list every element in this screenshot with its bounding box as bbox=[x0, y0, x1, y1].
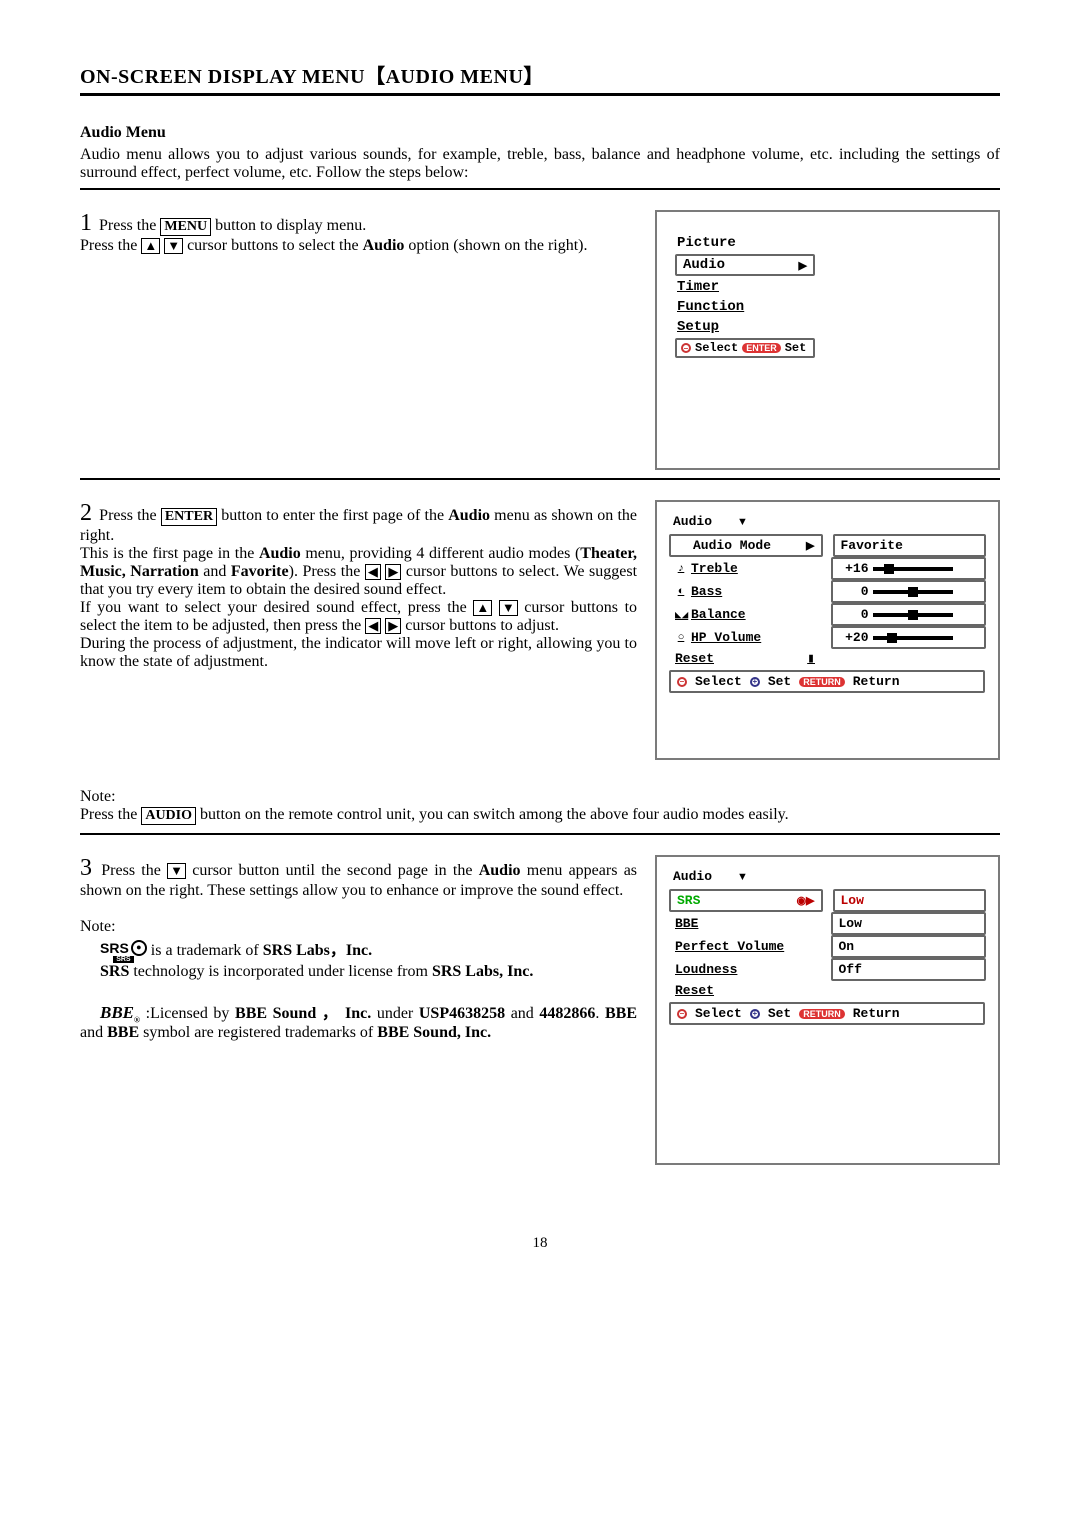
setting-item[interactable]: SRS◉▶ bbox=[669, 889, 823, 912]
menu-item-picture[interactable]: Picture bbox=[675, 234, 815, 252]
audio-mode-value: Favorite bbox=[833, 534, 987, 557]
setting-value: Low bbox=[833, 889, 987, 912]
page-title: ON-SCREEN DISPLAY MENU【AUDIO MENU】 bbox=[80, 60, 1000, 96]
setting-value: On bbox=[831, 935, 987, 958]
setting-item[interactable]: Loudness bbox=[669, 958, 821, 981]
menu-button-label: MENU bbox=[160, 218, 211, 236]
setting-value: Off bbox=[831, 958, 987, 981]
section-intro: Audio menu allows you to adjust various … bbox=[80, 146, 1000, 182]
divider bbox=[80, 478, 1000, 480]
down-arrow-icon: ▼ bbox=[499, 600, 518, 616]
slider-value[interactable]: +20 bbox=[831, 626, 987, 649]
menu-hint: –Select ENTERSet bbox=[675, 338, 815, 358]
up-arrow-icon: ▲ bbox=[141, 238, 160, 254]
menu-item-audio[interactable]: Audio▶ bbox=[675, 254, 815, 276]
step3-text: 3 Press the ▼ cursor button until the se… bbox=[80, 855, 637, 1165]
right-arrow-icon: ▶ bbox=[385, 618, 401, 634]
audio-mode-item[interactable]: Audio Mode▶ bbox=[669, 534, 823, 557]
slider-item[interactable]: ◐Bass bbox=[669, 580, 821, 603]
slider-value[interactable]: 0 bbox=[831, 580, 987, 603]
slider-value[interactable]: 0 bbox=[831, 603, 987, 626]
slider-item[interactable]: ○HP Volume bbox=[669, 626, 821, 649]
bbe-logo-icon: BBE® bbox=[100, 1003, 140, 1022]
note-step2: Note: Press the AUDIO button on the remo… bbox=[80, 788, 1000, 825]
divider bbox=[80, 833, 1000, 835]
setting-item[interactable]: Perfect Volume bbox=[669, 935, 821, 958]
audio-menu-title: Audio▼ bbox=[669, 514, 986, 532]
slider-item[interactable]: ♪Treble bbox=[669, 557, 821, 580]
step1-num: 1 bbox=[80, 210, 92, 236]
osd-audio-page2: Audio▼ SRS◉▶ Low BBE Low Perfect Volume … bbox=[655, 855, 1000, 1165]
section-heading: Audio Menu bbox=[80, 124, 1000, 142]
left-arrow-icon: ◀ bbox=[365, 564, 381, 580]
menu-hint: –Select +Set RETURNReturn bbox=[669, 1002, 985, 1025]
step3-num: 3 bbox=[80, 855, 92, 881]
step1-text: 1 Press the MENU button to display menu.… bbox=[80, 210, 637, 470]
left-arrow-icon: ◀ bbox=[365, 618, 381, 634]
setting-value: Low bbox=[831, 912, 987, 935]
reset-item[interactable]: Reset▮ bbox=[669, 649, 821, 668]
reset-item[interactable]: Reset bbox=[669, 981, 821, 1000]
right-arrow-icon: ▶ bbox=[385, 564, 401, 580]
menu-item-setup[interactable]: Setup bbox=[675, 318, 815, 336]
step2-num: 2 bbox=[80, 500, 92, 526]
audio-button-label: AUDIO bbox=[141, 807, 196, 825]
step2-text: 2 Press the ENTER button to enter the fi… bbox=[80, 500, 637, 760]
down-arrow-icon: ▼ bbox=[164, 238, 183, 254]
divider bbox=[80, 188, 1000, 190]
select-arrow-icon: ▶ bbox=[799, 259, 807, 272]
slider-item[interactable]: ◣◢Balance bbox=[669, 603, 821, 626]
audio-menu-title: Audio▼ bbox=[669, 869, 986, 887]
osd-main-menu: Picture Audio▶ Timer Function Setup –Sel… bbox=[655, 210, 1000, 470]
down-arrow-icon: ▼ bbox=[167, 863, 186, 879]
menu-hint: –Select +Set RETURNReturn bbox=[669, 670, 985, 693]
osd-audio-page1: Audio▼ Audio Mode▶ Favorite ♪Treble +16 … bbox=[655, 500, 1000, 760]
slider-value[interactable]: +16 bbox=[831, 557, 987, 580]
setting-item[interactable]: BBE bbox=[669, 912, 821, 935]
srs-logo-icon: SRS●SRS bbox=[100, 940, 147, 963]
enter-button-label: ENTER bbox=[161, 508, 217, 526]
up-arrow-icon: ▲ bbox=[473, 600, 492, 616]
menu-item-function[interactable]: Function bbox=[675, 298, 815, 316]
page-number: 18 bbox=[80, 1235, 1000, 1252]
menu-item-timer[interactable]: Timer bbox=[675, 278, 815, 296]
